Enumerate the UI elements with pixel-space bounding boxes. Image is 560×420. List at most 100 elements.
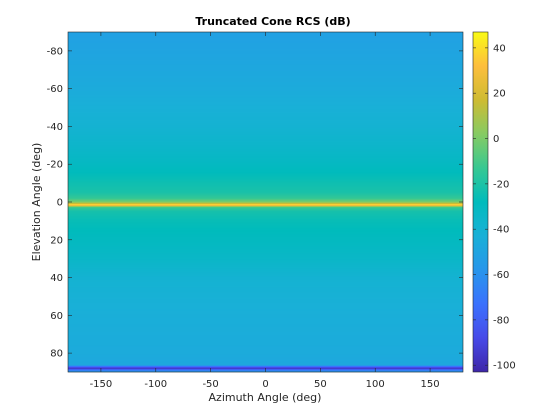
heatmap-row [68,224,463,226]
heatmap-row [68,323,463,325]
heatmap-row [68,178,463,180]
heatmap-row [68,135,463,137]
heatmap-row [68,228,463,230]
heatmap-row [68,136,463,138]
heatmap-row [68,304,463,306]
heatmap-row [68,122,463,124]
heatmap-row [68,113,463,115]
heatmap-row [68,99,463,101]
heatmap-row [68,150,463,152]
heatmap-row [68,174,463,176]
heatmap-row [68,200,463,202]
heatmap-row [68,66,463,68]
heatmap-row [68,342,463,344]
heatmap-row [68,341,463,343]
heatmap-row [68,201,463,203]
heatmap-row [68,218,463,220]
heatmap-row [68,205,463,207]
heatmap-row [68,86,463,88]
heatmap-row [68,160,463,162]
heatmap-row [68,215,463,217]
heatmap-row [68,140,463,142]
heatmap-row [68,187,463,189]
heatmap-row [68,285,463,287]
heatmap-row [68,236,463,238]
heatmap-row [68,100,463,102]
heatmap-row [68,349,463,351]
heatmap-row [68,172,463,174]
heatmap-row [68,365,463,367]
heatmap-row [68,167,463,169]
heatmap-row [68,299,463,301]
heatmap-row [68,181,463,183]
heatmap-row [68,351,463,353]
y-axis-ticks: -80 -60 -40 -20 0 20 40 60 80 [47,46,463,360]
heatmap-row [68,61,463,63]
heatmap-row [68,272,463,274]
y-tick-label: -40 [47,122,63,133]
heatmap-row [68,238,463,240]
heatmap-row [68,79,463,81]
y-tick-label: -20 [47,160,63,171]
heatmap-row [68,108,463,110]
heatmap-row [68,248,463,250]
heatmap-row [68,179,463,181]
heatmap-row [68,203,463,205]
heatmap-row [68,60,463,62]
heatmap-row [68,345,463,347]
heatmap-row [68,220,463,222]
heatmap-row [68,247,463,249]
heatmap-row [68,350,463,352]
heatmap-row [68,137,463,139]
y-tick-label: 40 [50,273,63,284]
heatmap-row [68,80,463,82]
heatmap-row [68,192,463,194]
heatmap-row [68,244,463,246]
heatmap-row [68,235,463,237]
heatmap-row [68,343,463,345]
x-tick-label: 100 [366,379,385,390]
y-axis-label: Elevation Angle (deg) [30,143,43,262]
heatmap-row [68,46,463,48]
heatmap-row [68,50,463,52]
heatmap-plot-area [68,32,463,373]
heatmap-row [68,208,463,210]
heatmap-row [68,335,463,337]
heatmap-row [68,209,463,211]
heatmap-row [68,295,463,297]
heatmap-row [68,346,463,348]
x-tick-label: 150 [421,379,440,390]
heatmap-row [68,130,463,132]
heatmap-row [68,141,463,143]
heatmap-row [68,290,463,292]
heatmap-row [68,199,463,201]
heatmap-row [68,317,463,319]
colorbar-ticks: -100 -80 -60 -40 -20 0 20 40 [473,43,516,372]
heatmap-row [68,339,463,341]
heatmap-row [68,102,463,104]
colorbar [472,31,489,373]
heatmap-row [68,193,463,195]
heatmap-row [68,72,463,74]
heatmap-row [68,229,463,231]
heatmap-row [68,188,463,190]
heatmap-row [68,138,463,140]
heatmap-row [68,366,463,368]
heatmap-row [68,85,463,87]
heatmap-row [68,318,463,320]
heatmap-row [68,144,463,146]
heatmap-row [68,151,463,153]
heatmap-row [68,233,463,235]
heatmap-row [68,204,463,206]
heatmap-row [68,212,463,214]
heatmap-row [68,311,463,313]
heatmap-row [68,296,463,298]
heatmap-row [68,58,463,60]
heatmap-row [68,309,463,311]
heatmap-row [68,131,463,133]
heatmap-row [68,176,463,178]
heatmap-row [68,41,463,43]
heatmap-row [68,162,463,164]
heatmap-row [68,84,463,86]
